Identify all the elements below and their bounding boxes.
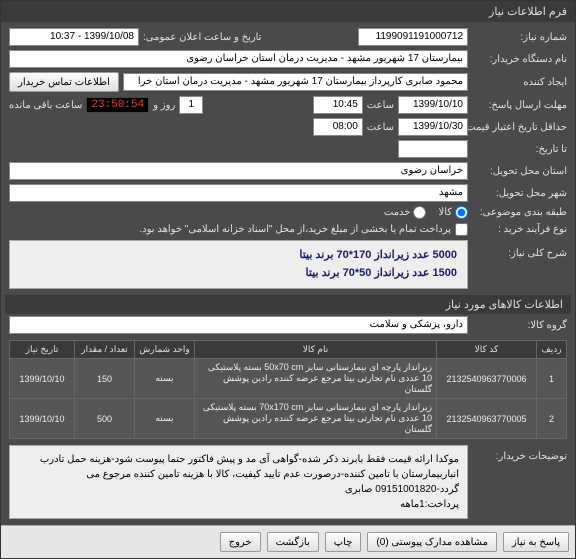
city-label: شهر محل تحویل:: [472, 188, 567, 199]
summary-line2: 1500 عدد زیرانداز 50*70 برند بیتا: [20, 265, 457, 283]
class-label: طبقه بندی موضوعی:: [472, 207, 567, 218]
valid-time-field: 08:00: [313, 118, 363, 136]
th-qty: تعداد / مقدار: [75, 341, 135, 359]
process-note: پرداخت تمام یا بخشی از مبلغ خرید،از محل …: [139, 224, 451, 235]
cell-code: 2132540963770005: [437, 399, 537, 439]
cell-name: زیرانداز پارچه ای بیمارستانی سایز 70x170…: [195, 399, 437, 439]
goods-radio-item[interactable]: کالا: [438, 206, 468, 219]
dist-field: [398, 140, 468, 158]
province-field: خراسان رضوی: [9, 162, 468, 180]
service-radio[interactable]: [413, 206, 426, 219]
time-label-2: ساعت: [367, 122, 394, 133]
window-title: فرم اطلاعات نیاز: [489, 6, 567, 18]
summary-line1: 5000 عدد زیرانداز 170*70 برند بیتا: [20, 247, 457, 265]
reply-button[interactable]: پاسخ به نیاز: [503, 532, 569, 552]
titlebar: فرم اطلاعات نیاز: [1, 1, 575, 22]
remain-label: ساعت باقی مانده: [9, 100, 82, 111]
creator-field: محمود صابری کارپرداز بیمارستان 17 شهریور…: [123, 73, 468, 91]
th-code: کد کالا: [437, 341, 537, 359]
summary-label: شرح کلی نیاز:: [472, 240, 567, 259]
th-row: ردیف: [537, 341, 567, 359]
reply-deadline-label: مهلت ارسال پاسخ:: [472, 100, 567, 111]
days-field: 1: [179, 96, 203, 114]
table-row[interactable]: 22132540963770005زیرانداز پارچه ای بیمار…: [10, 399, 567, 439]
process-label: نوع فرآیند خرید :: [472, 224, 567, 235]
reply-date-field: 1399/10/10: [398, 96, 468, 114]
table-row[interactable]: 12132540963770006زیرانداز پارچه ای بیمار…: [10, 359, 567, 399]
need-no-label: شماره نیاز:: [472, 32, 567, 43]
content: شماره نیاز: 1199091191000712 تاریخ و ساع…: [1, 22, 575, 525]
class-radio-group: کالا خدمت: [384, 206, 468, 219]
valid-label: حداقل تاریخ اعتبار قیمت:: [472, 122, 567, 133]
city-field: مشهد: [9, 184, 468, 202]
day-label: روز و: [153, 100, 175, 111]
dist-label: تا تاریخ:: [472, 144, 567, 155]
goods-section-header: اطلاعات کالاهای مورد نیاز: [5, 295, 571, 314]
cell-name: زیرانداز پارچه ای بیمارستانی سایز 50x70 …: [195, 359, 437, 399]
cell-date: 1399/10/10: [10, 399, 75, 439]
service-radio-label: خدمت: [384, 207, 411, 218]
exit-button[interactable]: خروج: [220, 532, 261, 552]
goods-table: ردیف کد کالا نام کالا واحد شمارش تعداد /…: [9, 340, 567, 439]
print-button[interactable]: چاپ: [325, 532, 362, 552]
announce-field: 1399/10/08 - 10:37: [9, 28, 139, 46]
summary-box: 5000 عدد زیرانداز 170*70 برند بیتا 1500 …: [9, 240, 468, 289]
countdown-timer: 23:50:54: [86, 97, 149, 113]
th-date: تاریخ نیاز: [10, 341, 75, 359]
explain-box: موکدا ارائه قیمت فقط بابرند ذکر شده-گواه…: [9, 445, 468, 519]
table-header-row: ردیف کد کالا نام کالا واحد شمارش تعداد /…: [10, 341, 567, 359]
explain-label: توضیحات خریدار:: [472, 445, 567, 462]
service-radio-item[interactable]: خدمت: [384, 206, 427, 219]
buyer-org-field: بیمارستان 17 شهریور مشهد - مدیریت درمان …: [9, 50, 468, 68]
cell-idx: 1: [537, 359, 567, 399]
cell-qty: 150: [75, 359, 135, 399]
buyer-contact-button[interactable]: اطلاعات تماس خریدار: [9, 72, 119, 92]
announce-label: تاریخ و ساعت اعلان عمومی:: [143, 32, 262, 43]
cell-qty: 500: [75, 399, 135, 439]
buyer-org-label: نام دستگاه خریدار:: [472, 54, 567, 65]
goods-radio[interactable]: [455, 206, 468, 219]
reply-time-field: 10:45: [313, 96, 363, 114]
th-unit: واحد شمارش: [135, 341, 195, 359]
cell-idx: 2: [537, 399, 567, 439]
process-checkbox[interactable]: [455, 223, 468, 236]
window: فرم اطلاعات نیاز شماره نیاز: 11990911910…: [0, 0, 576, 559]
creator-label: ایجاد کننده: [472, 77, 567, 88]
cell-unit: بسته: [135, 399, 195, 439]
cell-unit: بسته: [135, 359, 195, 399]
goods-group-field: دارو، پزشکی و سلامت: [9, 316, 468, 334]
need-no-field: 1199091191000712: [358, 28, 468, 46]
time-label-1: ساعت: [367, 100, 394, 111]
cell-date: 1399/10/10: [10, 359, 75, 399]
cell-code: 2132540963770006: [437, 359, 537, 399]
valid-date-field: 1399/10/30: [398, 118, 468, 136]
goods-group-label: گروه کالا:: [472, 320, 567, 331]
close-button[interactable]: بازگشت: [267, 532, 319, 552]
goods-radio-label: کالا: [438, 207, 452, 218]
footer: پاسخ به نیاز مشاهده مدارک پیوستی (0) چاپ…: [1, 525, 575, 558]
attachments-button[interactable]: مشاهده مدارک پیوستی (0): [367, 532, 497, 552]
th-name: نام کالا: [195, 341, 437, 359]
province-label: استان محل تحویل:: [472, 166, 567, 177]
